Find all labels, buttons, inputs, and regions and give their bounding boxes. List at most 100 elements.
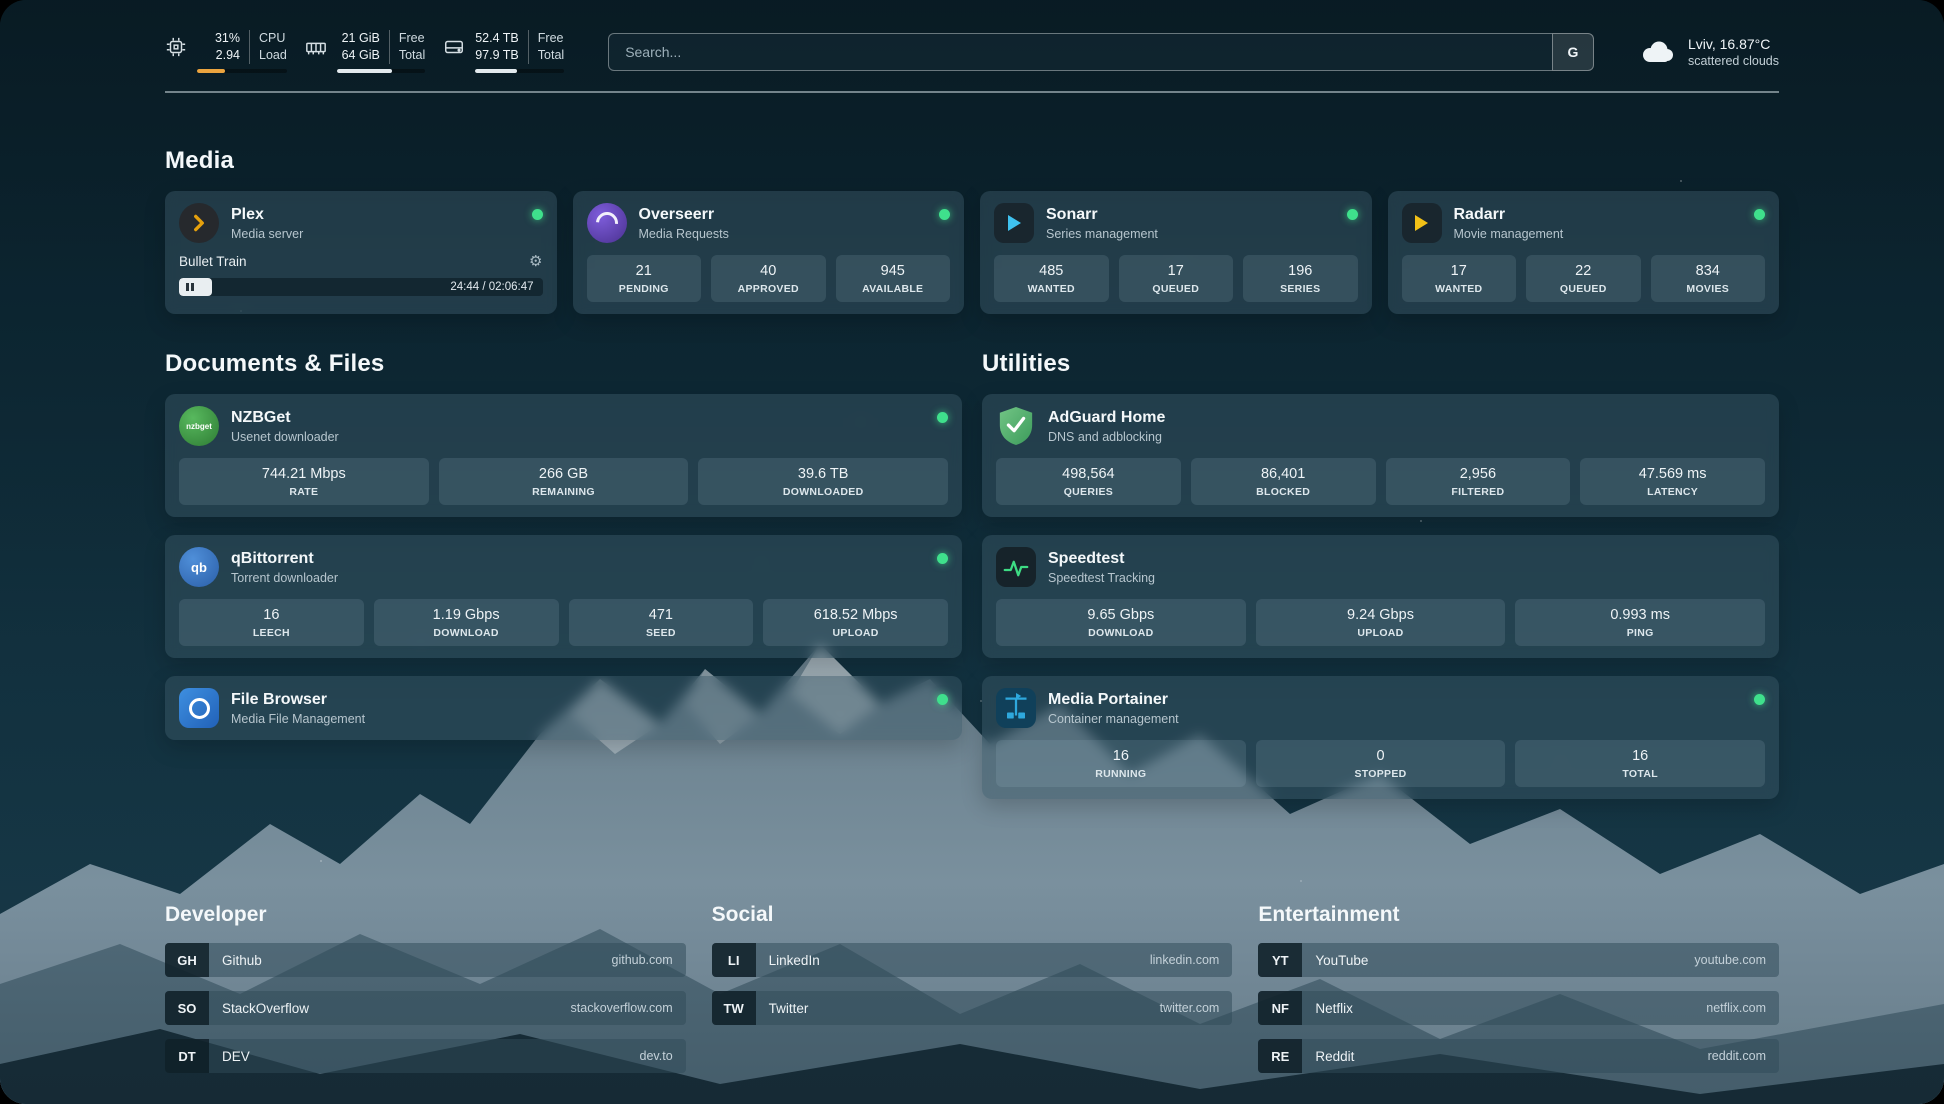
speedtest-icon	[996, 547, 1036, 587]
bookmark-dev[interactable]: DT DEV dev.to	[165, 1039, 686, 1073]
stat-box: 1.19 Gbps DOWNLOAD	[373, 599, 559, 646]
stat-label: QUEUED	[1152, 283, 1200, 295]
service-name: Speedtest	[1048, 549, 1125, 567]
cpu-load-value: 2.94	[215, 48, 240, 62]
stat-box: 0.993 ms PING	[1515, 599, 1765, 646]
service-card-speedtest[interactable]: Speedtest Speedtest Tracking 9.65 Gbps D…	[982, 535, 1779, 658]
status-dot	[937, 553, 948, 564]
section-documents: Documents & Files nzbget NZBGet Usenet d…	[165, 350, 962, 740]
bookmark-abbr: TW	[711, 991, 756, 1025]
stat-value: 498,564	[1062, 466, 1115, 482]
service-subtitle: DNS and adblocking	[1048, 429, 1162, 444]
service-card-qbittorrent[interactable]: qb qBittorrent Torrent downloader 16 LEE…	[165, 535, 962, 658]
service-name: AdGuard Home	[1048, 408, 1166, 426]
service-name: Overseerr	[638, 205, 715, 223]
section-media: Media Plex Media server Bullet	[165, 147, 1779, 314]
bookmark-name: LinkedIn	[768, 952, 820, 968]
service-card-portainer[interactable]: Media Portainer Container management 16 …	[982, 676, 1779, 799]
memory-progress-bar	[336, 69, 426, 73]
section-title-media: Media	[165, 147, 235, 174]
disk-progress-fill	[475, 69, 518, 73]
plex-icon	[179, 203, 219, 243]
section-utilities: Utilities AdGu	[982, 350, 1779, 799]
playback-progress-fill	[179, 278, 212, 296]
stat-label: STOPPED	[1354, 768, 1407, 780]
stat-label: DOWNLOAD	[1088, 627, 1154, 639]
search-engine-button[interactable]: G	[1551, 32, 1594, 71]
stat-value: 196	[1288, 263, 1313, 279]
cpu-progress-fill	[197, 69, 225, 73]
stat-label: UPLOAD	[1357, 627, 1404, 639]
stat-box: 16 TOTAL	[1515, 740, 1765, 787]
bookmark-name: DEV	[222, 1048, 250, 1064]
bookmark-reddit[interactable]: RE Reddit reddit.com	[1258, 1039, 1779, 1073]
stat-label: QUERIES	[1063, 486, 1114, 498]
stat-value: 21	[635, 263, 652, 279]
service-card-filebrowser[interactable]: File Browser Media File Management	[165, 676, 962, 740]
cpu-icon	[165, 36, 187, 58]
service-card-radarr[interactable]: Radarr Movie management 17 WANTED 22 QUE…	[1387, 191, 1779, 314]
gear-icon[interactable]: ⚙	[529, 253, 543, 270]
service-card-nzbget[interactable]: nzbget NZBGet Usenet downloader 744.21 M…	[165, 394, 962, 517]
disk-widget: 52.4 TB 97.9 TB Free Total	[443, 30, 565, 73]
memory-total-label: Total	[398, 48, 426, 62]
section-title-utilities: Utilities	[982, 350, 1071, 377]
bookmark-group-developer: Developer GH Github github.com SO StackO…	[165, 903, 686, 1087]
stat-box: 485 WANTED	[994, 255, 1109, 302]
stat-value: 618.52 Mbps	[813, 607, 898, 623]
bookmark-twitter[interactable]: TW Twitter twitter.com	[711, 991, 1233, 1025]
cloud-icon	[1638, 38, 1676, 66]
status-dot	[1754, 694, 1765, 705]
bookmark-stackoverflow[interactable]: SO StackOverflow stackoverflow.com	[165, 991, 686, 1025]
service-card-sonarr[interactable]: Sonarr Series management 485 WANTED 17 Q…	[980, 191, 1372, 314]
stat-value: 485	[1039, 263, 1064, 279]
bookmark-netflix[interactable]: NF Netflix netflix.com	[1258, 991, 1779, 1025]
service-name: Radarr	[1453, 205, 1506, 223]
stat-label: FILTERED	[1451, 486, 1505, 498]
stat-value: 471	[648, 607, 673, 623]
search: G	[608, 32, 1594, 71]
stat-box: 9.65 Gbps DOWNLOAD	[996, 599, 1246, 646]
playback-progress-bar[interactable]: 24:44 / 02:06:47	[179, 278, 543, 296]
service-card-overseerr[interactable]: Overseerr Media Requests 21 PENDING 40 A…	[572, 191, 964, 314]
stat-box: 266 GB REMAINING	[438, 458, 689, 505]
bookmark-url: netflix.com	[1706, 1001, 1766, 1015]
service-name: qBittorrent	[231, 549, 314, 567]
stat-box: 0 STOPPED	[1255, 740, 1506, 787]
bookmark-github[interactable]: GH Github github.com	[165, 943, 686, 977]
memory-widget: 21 GiB 64 GiB Free Total	[305, 30, 426, 73]
stat-label: WANTED	[1435, 283, 1483, 295]
disk-total-value: 97.9 TB	[475, 48, 519, 62]
service-card-plex[interactable]: Plex Media server Bullet Train ⚙ 24:44	[165, 191, 557, 314]
pause-icon[interactable]	[186, 283, 194, 291]
stat-box: 744.21 Mbps RATE	[179, 458, 429, 505]
service-name: NZBGet	[231, 408, 291, 426]
stat-label: RATE	[289, 486, 319, 498]
qbittorrent-icon-text: qb	[191, 559, 207, 575]
radarr-icon	[1401, 203, 1442, 243]
disk-free-value: 52.4 TB	[475, 31, 519, 45]
service-subtitle: Container management	[1048, 711, 1179, 726]
bookmark-youtube[interactable]: YT YouTube youtube.com	[1258, 943, 1779, 977]
stat-box: 22 QUEUED	[1526, 255, 1641, 302]
stat-box: 17 QUEUED	[1118, 255, 1233, 302]
bookmark-url: twitter.com	[1159, 1001, 1220, 1015]
stat-label: MOVIES	[1686, 283, 1730, 295]
bookmark-url: reddit.com	[1707, 1049, 1766, 1063]
status-dot	[937, 412, 948, 423]
bookmark-linkedin[interactable]: LI LinkedIn linkedin.com	[711, 943, 1233, 977]
service-subtitle: Usenet downloader	[231, 429, 339, 444]
service-card-adguard[interactable]: AdGuard Home DNS and adblocking 498,564 …	[982, 394, 1779, 517]
bookmark-group-title: Social	[711, 903, 774, 926]
service-subtitle: Movie management	[1453, 226, 1564, 241]
search-input[interactable]	[608, 32, 1552, 71]
stat-box: 2,956 FILTERED	[1385, 458, 1571, 505]
service-subtitle: Media File Management	[231, 711, 366, 726]
service-name: Plex	[231, 205, 264, 223]
stat-label: SEED	[645, 627, 676, 639]
stat-value: 2,956	[1459, 466, 1497, 482]
bookmark-name: YouTube	[1315, 952, 1369, 968]
bookmark-name: StackOverflow	[222, 1000, 310, 1016]
memory-total-value: 64 GiB	[341, 48, 380, 62]
qbittorrent-icon: qb	[179, 547, 219, 587]
